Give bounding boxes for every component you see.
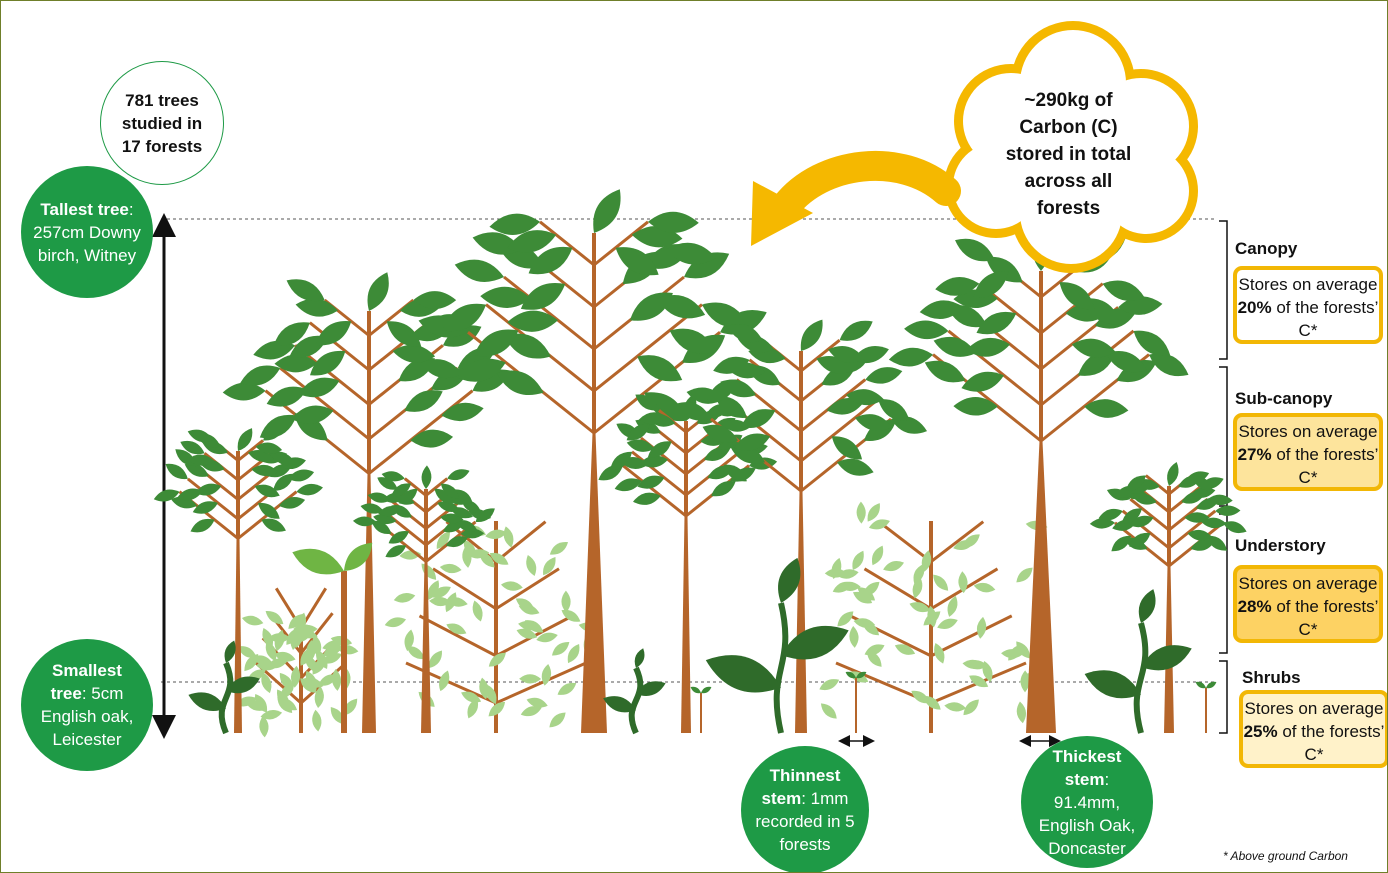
layer-prefix: Stores on average	[1245, 699, 1384, 718]
trunk	[795, 491, 807, 733]
layer-prefix: Stores on average	[1239, 574, 1378, 593]
layer-suffix: of the forests’ C*	[1276, 445, 1378, 487]
leaf	[904, 319, 949, 340]
leaf	[976, 616, 988, 639]
smallest-circle: Smallest tree: 5cm English oak, Leiceste…	[21, 639, 153, 771]
stem	[1137, 623, 1146, 733]
layer-box: Stores on average 27% of the forests’ C*	[1233, 413, 1383, 491]
trunk	[234, 539, 242, 734]
layer-share: 25%	[1244, 722, 1278, 741]
leaf	[470, 599, 485, 623]
leaf	[944, 701, 967, 713]
layer-box: Stores on average 28% of the forests’ C*	[1233, 565, 1383, 643]
leaf	[868, 544, 886, 568]
leaf	[1134, 587, 1160, 626]
leaf	[856, 501, 866, 523]
layer-box: Stores on average 25% of the forests’ C*	[1239, 690, 1388, 768]
footnote: * Above ground Carbon	[1223, 849, 1348, 863]
leaf	[263, 607, 286, 627]
leaf	[818, 700, 840, 722]
leaf	[500, 580, 523, 592]
summary-circle: 781 trees studied in 17 forests	[100, 61, 224, 185]
thickest-label: Thickest stem	[1053, 747, 1122, 789]
leaf	[882, 558, 906, 574]
infographic: 781 trees studied in 17 forests Tallest …	[0, 0, 1388, 873]
leaf	[561, 591, 570, 613]
layer-name: Shrubs	[1242, 668, 1301, 688]
leaf	[794, 315, 828, 355]
leaf	[700, 644, 787, 703]
thinnest-circle: Thinnest stem: 1mm recorded in 5 forests	[741, 746, 869, 873]
stem	[777, 603, 786, 733]
layer-suffix: of the forests’ C*	[1276, 298, 1378, 340]
trunk	[681, 516, 691, 733]
leaf	[393, 591, 416, 605]
leaf	[287, 467, 316, 485]
branch	[420, 616, 497, 656]
leaf	[1013, 564, 1035, 586]
leaf	[936, 616, 960, 632]
cloud-arrow	[786, 166, 946, 206]
trunk	[1026, 441, 1056, 733]
leaf	[436, 669, 452, 693]
layer-suffix: of the forests’ C*	[1282, 722, 1384, 764]
layer-share: 27%	[1238, 445, 1272, 464]
tallest-circle: Tallest tree: 257cm Downy birch, Witney	[21, 166, 153, 298]
stem	[632, 668, 641, 733]
leaf	[547, 538, 570, 558]
leaf	[439, 562, 462, 574]
leaf	[241, 614, 265, 628]
leaf	[311, 709, 323, 732]
layer-box: Stores on average 20% of the forests’ C*	[1233, 266, 1383, 344]
leaf	[817, 676, 841, 694]
leaf	[440, 400, 485, 425]
layer-name: Canopy	[1235, 239, 1297, 259]
layer-name: Sub-canopy	[1235, 389, 1332, 409]
leaf	[353, 516, 377, 527]
layer-prefix: Stores on average	[1239, 422, 1378, 441]
layer-prefix: Stores on average	[1239, 275, 1378, 294]
leaf	[296, 482, 324, 497]
leaf	[546, 709, 568, 731]
leaf	[585, 184, 629, 239]
layer-suffix: of the forests’ C*	[1276, 597, 1378, 639]
layer-name: Understory	[1235, 536, 1326, 556]
branch	[496, 522, 546, 562]
thickest-circle: Thickest stem: 91.4mm, English Oak, Donc…	[1021, 736, 1153, 868]
leaf	[384, 615, 408, 630]
tallest-label: Tallest tree	[40, 200, 129, 219]
leaf	[836, 315, 877, 347]
leaf	[864, 363, 905, 387]
leaf	[1221, 518, 1248, 537]
leaf	[361, 268, 395, 314]
summary-text: 781 trees studied in 17 forests	[112, 89, 212, 158]
leaf	[410, 428, 454, 449]
carbon-total: ~290kg of Carbon (C) stored in total acr…	[991, 87, 1146, 222]
leaf	[921, 354, 969, 389]
leaf	[446, 466, 472, 483]
trunk	[421, 562, 431, 734]
branch	[623, 466, 686, 516]
leaf	[930, 571, 952, 593]
leaf	[523, 554, 539, 578]
leaf	[421, 465, 432, 489]
branch	[879, 522, 931, 562]
leaf	[288, 541, 348, 581]
layer-share: 20%	[1238, 298, 1272, 317]
leaf	[452, 254, 506, 287]
leaf	[849, 626, 860, 649]
layer-share: 28%	[1238, 597, 1272, 616]
leaf	[501, 525, 515, 549]
leaf	[1015, 701, 1027, 724]
layer-brackets	[1219, 221, 1227, 733]
stem	[222, 663, 231, 733]
leaf	[1164, 460, 1182, 487]
leaf	[632, 647, 647, 670]
